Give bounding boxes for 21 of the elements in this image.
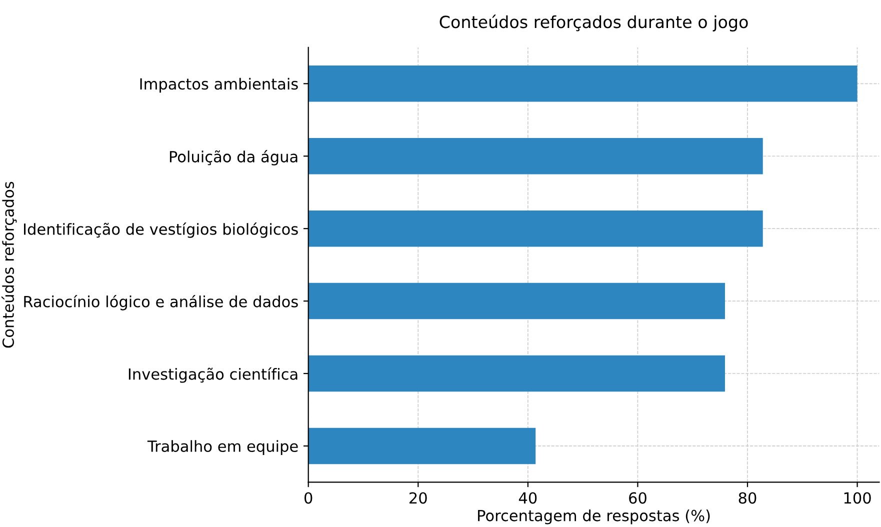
x-tick-label: 100 <box>844 492 871 504</box>
bar <box>308 282 725 320</box>
bar <box>308 66 858 102</box>
bar <box>308 355 725 392</box>
y-tick-label: Impactos ambientais <box>140 78 298 93</box>
y-tick-label: Identificação de vestígios biológicos <box>24 222 298 238</box>
y-tick-label: Raciocínio lógico e análise de dados <box>24 294 298 310</box>
x-tick-label: 20 <box>410 492 427 504</box>
y-tick-label: Investigação científica <box>128 367 298 383</box>
y-axis-title: Conteúdos reforçados <box>2 182 17 348</box>
x-tick-label: 60 <box>629 492 646 504</box>
x-tick-label: 0 <box>304 492 312 504</box>
x-tick-label: 40 <box>518 492 537 504</box>
x-tick-label: 80 <box>738 492 756 504</box>
chart-title: Conteúdos reforçados durante o jogo <box>440 14 748 32</box>
bar <box>308 428 536 464</box>
bar <box>308 210 763 247</box>
x-axis-title: Porcentagem de respostas (%) <box>478 509 710 524</box>
bar <box>308 138 763 174</box>
y-tick-label: Trabalho em equipe <box>147 440 298 455</box>
y-tick-label: Poluição da água <box>170 150 298 166</box>
